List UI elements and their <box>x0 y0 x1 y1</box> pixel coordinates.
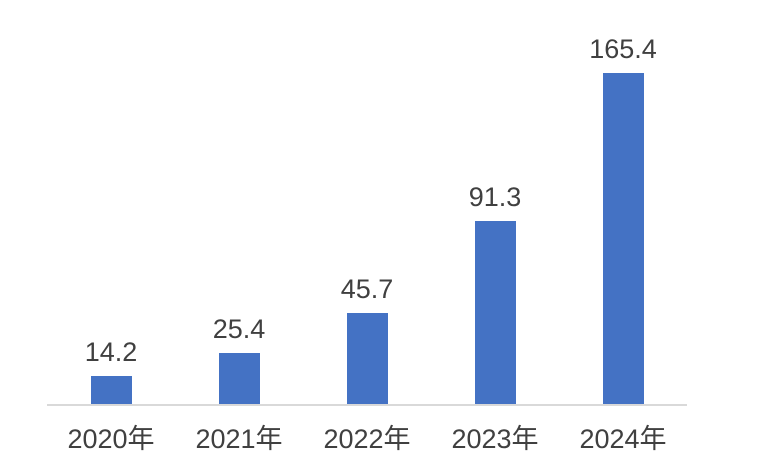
value-label: 45.7 <box>340 274 394 304</box>
x-axis-label: 2024年 <box>579 424 667 454</box>
bar <box>90 376 132 404</box>
bar <box>602 73 644 404</box>
bar <box>474 221 516 404</box>
value-label: 14.2 <box>84 337 138 367</box>
x-axis-label: 2020年 <box>67 424 155 454</box>
bar <box>218 353 260 404</box>
bar <box>346 313 388 404</box>
value-label: 91.3 <box>468 182 522 212</box>
x-axis-line <box>47 404 687 406</box>
value-label: 165.4 <box>589 34 657 64</box>
x-axis-label: 2023年 <box>451 424 539 454</box>
x-axis-label: 2022年 <box>323 424 411 454</box>
x-axis-label: 2021年 <box>195 424 283 454</box>
value-label: 25.4 <box>212 314 266 344</box>
